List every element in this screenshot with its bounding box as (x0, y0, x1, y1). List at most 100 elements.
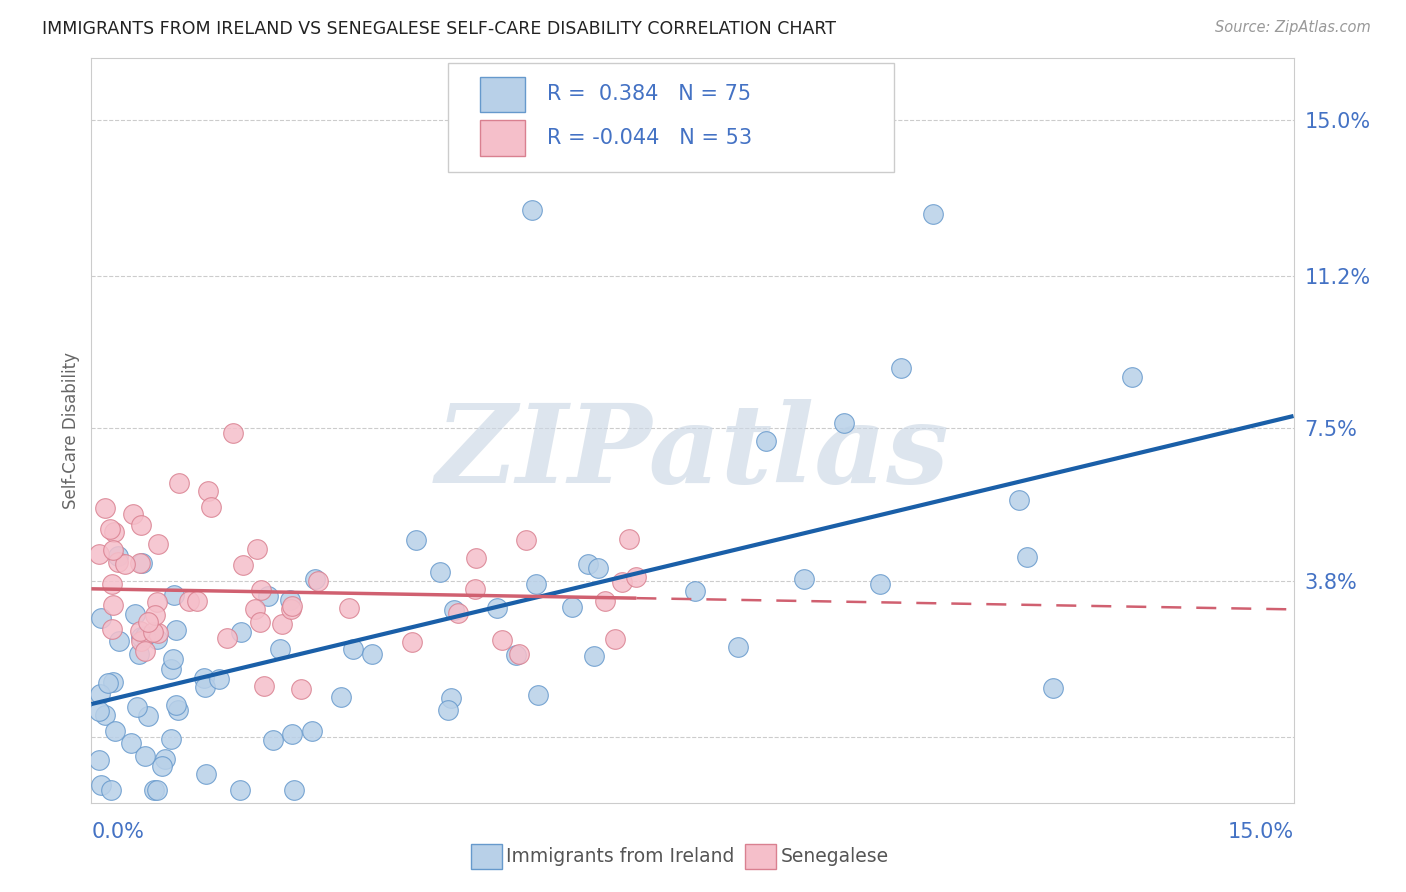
Point (522, 203, 544, 218)
Point (103, 524, 125, 539)
Point (103, 598, 125, 612)
Point (114, 557, 136, 571)
Point (727, 640, 749, 654)
Point (129, 633, 152, 648)
FancyBboxPatch shape (479, 120, 526, 155)
Point (129, 630, 152, 644)
Point (283, 783, 305, 797)
Point (146, 595, 169, 609)
Text: R = -0.044   N = 53: R = -0.044 N = 53 (547, 128, 752, 148)
Point (405, 533, 427, 548)
Point (290, 681, 312, 696)
Point (197, 483, 219, 498)
Point (101, 577, 124, 591)
Point (278, 592, 301, 607)
Point (108, 634, 131, 648)
Point (186, 593, 208, 607)
Point (339, 601, 361, 615)
Point (401, 635, 423, 649)
Point (281, 726, 304, 740)
Point (508, 647, 530, 661)
Text: 0.0%: 0.0% (91, 822, 145, 842)
Point (485, 600, 508, 615)
Point (167, 703, 190, 717)
Point (134, 644, 156, 658)
Point (561, 599, 583, 614)
FancyBboxPatch shape (449, 63, 894, 172)
Point (793, 572, 815, 586)
Point (138, 708, 160, 723)
Point (617, 533, 640, 547)
Point (128, 556, 150, 570)
Point (447, 607, 470, 621)
Point (269, 641, 291, 656)
Point (342, 642, 364, 657)
Text: 15.0%: 15.0% (1227, 822, 1294, 842)
Point (524, 577, 547, 591)
Point (124, 607, 146, 622)
Point (262, 733, 284, 747)
Point (280, 602, 302, 616)
Point (107, 549, 129, 563)
Point (146, 537, 169, 551)
Point (138, 615, 160, 630)
Point (515, 533, 537, 548)
Point (439, 691, 461, 706)
Point (127, 699, 149, 714)
Point (163, 588, 186, 602)
Point (922, 207, 945, 221)
Point (576, 557, 599, 571)
Point (208, 672, 231, 686)
Point (89, 704, 111, 718)
Point (89, 753, 111, 767)
Point (131, 518, 153, 533)
Point (243, 602, 266, 616)
Point (301, 724, 323, 739)
Point (90, 611, 112, 625)
Point (228, 783, 250, 797)
Text: ZIPatlas: ZIPatlas (436, 399, 949, 507)
Point (103, 543, 125, 558)
Point (429, 566, 451, 580)
Point (271, 617, 294, 632)
Point (194, 766, 217, 780)
Point (215, 631, 238, 645)
Point (122, 507, 145, 521)
Point (253, 679, 276, 693)
Point (249, 615, 271, 629)
Point (150, 759, 173, 773)
Point (101, 674, 124, 689)
Point (281, 599, 304, 613)
Point (1121, 370, 1143, 384)
Point (166, 623, 188, 637)
Point (128, 647, 150, 661)
Point (104, 723, 127, 738)
Text: R =  0.384   N = 75: R = 0.384 N = 75 (547, 85, 751, 104)
Y-axis label: Self-Care Disability: Self-Care Disability (62, 351, 80, 509)
Point (143, 783, 166, 797)
Point (134, 629, 156, 643)
Text: Senegalese: Senegalese (780, 847, 889, 866)
Point (129, 624, 152, 638)
Point (146, 783, 169, 797)
Point (505, 648, 527, 662)
Point (145, 632, 167, 646)
Point (464, 582, 486, 597)
Point (437, 703, 460, 717)
Point (582, 648, 605, 663)
Point (134, 749, 156, 764)
Point (222, 425, 245, 440)
Point (89, 687, 111, 701)
Point (194, 680, 217, 694)
Point (143, 608, 166, 623)
Point (626, 570, 648, 584)
Point (93, 707, 115, 722)
Point (612, 574, 634, 589)
Point (177, 593, 200, 607)
Point (603, 632, 626, 646)
Point (155, 752, 177, 766)
Point (100, 783, 122, 797)
Point (683, 584, 706, 599)
Point (89, 547, 111, 561)
Point (98, 523, 121, 537)
